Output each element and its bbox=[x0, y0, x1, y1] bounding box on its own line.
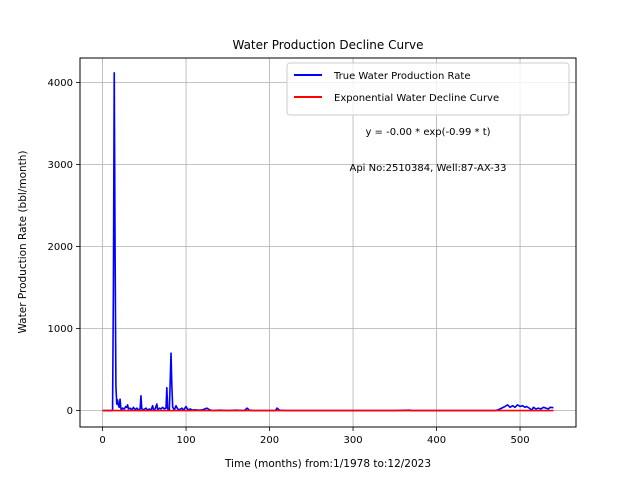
x-axis: 0 100 200 300 400 500 bbox=[99, 427, 530, 446]
series-layer bbox=[102, 71, 554, 412]
legend-box bbox=[286, 62, 570, 116]
x-tick-label: 500 bbox=[511, 435, 530, 446]
y-axis-label: Water Production Rate (bbl/month) bbox=[17, 150, 29, 333]
legend-label-true-rate: True Water Production Rate bbox=[333, 71, 470, 82]
y-tick-label: 0 bbox=[67, 406, 73, 417]
x-tick-label: 400 bbox=[427, 435, 446, 446]
y-tick-label: 4000 bbox=[48, 78, 73, 89]
plot-area bbox=[80, 58, 576, 427]
x-tick-label: 300 bbox=[344, 435, 363, 446]
x-axis-label: Time (months) from:1/1978 to:12/2023 bbox=[224, 458, 431, 470]
y-tick-label: 3000 bbox=[48, 160, 73, 171]
legend-label-decline-curve: Exponential Water Decline Curve bbox=[334, 93, 499, 104]
legend: True Water Production Rate Exponential W… bbox=[286, 62, 570, 116]
x-tick-label: 0 bbox=[99, 435, 105, 446]
plot-frame bbox=[79, 57, 577, 428]
y-tick-label: 1000 bbox=[48, 324, 73, 335]
x-tick-label: 200 bbox=[260, 435, 279, 446]
series-line-true-rate bbox=[102, 71, 554, 412]
equation-annotation: y = -0.00 * exp(-0.99 * t) bbox=[365, 127, 490, 138]
x-tick-label: 100 bbox=[177, 435, 196, 446]
y-axis: 0 1000 2000 3000 4000 bbox=[48, 78, 80, 417]
chart-title: Water Production Decline Curve bbox=[232, 38, 423, 52]
well-annotation: Api No:2510384, Well:87-AX-33 bbox=[349, 163, 506, 174]
y-tick-label: 2000 bbox=[48, 242, 73, 253]
